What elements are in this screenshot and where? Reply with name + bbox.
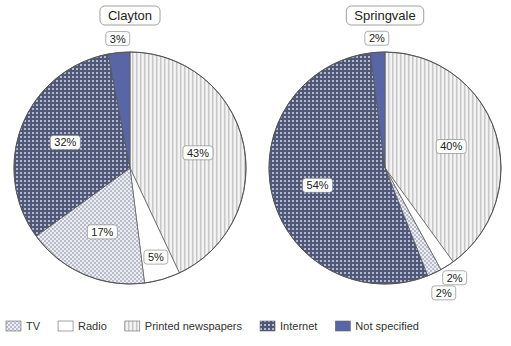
label-box [303,178,333,192]
data-label-text: 40% [440,140,462,152]
title: Springvale [346,6,423,25]
pie-slice [14,54,130,236]
legend-item: Radio [58,320,107,332]
label-box [50,135,80,149]
legend-swatch [260,321,275,331]
legend-item: Internet [260,320,317,332]
pie-slice [108,52,130,168]
title-box [100,6,160,25]
data-label-text: 43% [187,147,209,159]
title-text: Clayton [108,8,152,23]
title-text: Springvale [354,8,415,23]
label-box [183,146,213,160]
data-label-text: 3% [110,33,126,45]
data-label-text: 17% [91,226,113,238]
slices [269,52,501,284]
data-label: 3% [106,32,130,46]
data-label: 32% [50,135,80,149]
data-label: 43% [183,146,213,160]
pie-slice [370,52,385,168]
legend-swatch [58,321,73,331]
legend-item: Printed newspapers [125,320,243,332]
data-label-text: 2% [447,272,463,284]
legend-swatch [335,321,350,331]
legend-label: Radio [78,320,107,332]
slices [14,52,246,284]
legend-label: Internet [280,320,317,332]
data-labels: 43% 5% 17% 32% 3% [50,32,213,265]
data-label: 2% [365,31,389,45]
pie-slice [269,53,428,284]
label-box [443,271,467,285]
data-label: 17% [87,225,117,239]
data-label: 2% [443,271,467,285]
data-labels: 40% 2% 2% 54% 2% [303,31,467,300]
data-label-text: 2% [369,32,385,44]
legend-label: Printed newspapers [145,320,243,332]
title: Clayton [100,6,160,25]
legend-swatch [6,321,21,331]
label-box [106,32,130,46]
data-label-text: 54% [307,179,329,191]
data-label: 2% [432,286,456,300]
label-box [87,225,117,239]
data-label: 5% [144,250,168,264]
legend-label: TV [26,320,41,332]
data-label-text: 5% [148,251,164,263]
pie-outline [14,52,246,284]
legend-item: Not specified [335,320,419,332]
chart-root: Clayton 43% 5% 17% 32% 3% Springvale 40% 2% 2% 54%… [0,0,511,346]
label-box [432,286,456,300]
label-box [365,31,389,45]
pie-outline [269,52,501,284]
pie-chart: Clayton 43% 5% 17% 32% 3% [14,6,246,284]
label-box [436,139,466,153]
legend-item: TV [6,320,41,332]
data-label: 40% [436,139,466,153]
pie-chart: Springvale 40% 2% 2% 54% 2% [269,6,501,300]
label-box [144,250,168,264]
title-box [346,6,423,25]
legend-label: Not specified [355,320,419,332]
legend-swatch [125,321,140,331]
data-label: 54% [303,178,333,192]
legend: TV Radio Printed newspapers Internet Not spe… [6,320,419,332]
data-label-text: 2% [436,287,452,299]
data-label-text: 32% [54,136,76,148]
